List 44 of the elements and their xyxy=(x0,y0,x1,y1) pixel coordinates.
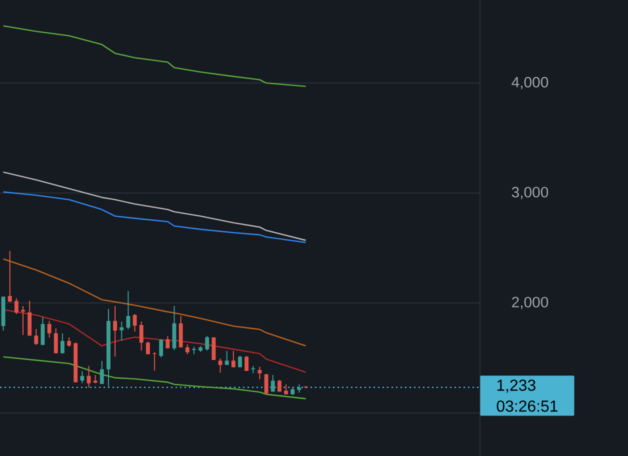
candlestick xyxy=(251,365,256,374)
candlestick xyxy=(60,332,64,354)
candlestick xyxy=(185,344,190,355)
candlestick xyxy=(54,328,58,354)
candlestick xyxy=(146,341,150,355)
candlestick xyxy=(159,338,164,358)
candlestick xyxy=(192,346,196,355)
candlestick xyxy=(132,314,137,332)
candlestick xyxy=(218,358,222,374)
candlestick xyxy=(21,305,25,336)
candlestick xyxy=(212,336,216,360)
y-tick-label: 2,000 xyxy=(512,296,548,310)
candlestick xyxy=(205,336,210,352)
candlestick xyxy=(178,315,183,348)
candlestick xyxy=(80,370,84,384)
ref-line-label: 1,233 xyxy=(497,380,536,393)
candlestick xyxy=(47,320,52,338)
candlestick xyxy=(113,305,118,358)
candlestick xyxy=(231,350,236,368)
text: 03:26:51 xyxy=(496,400,558,412)
candlestick xyxy=(284,384,288,395)
candlestick xyxy=(8,250,12,302)
candlestick xyxy=(34,328,38,346)
candlestick xyxy=(14,298,18,315)
candlestick xyxy=(28,300,32,336)
line-series xyxy=(2,191,306,244)
line-series xyxy=(2,356,306,400)
candlestick xyxy=(224,350,229,366)
candlestick xyxy=(166,336,170,349)
candlestick xyxy=(264,373,268,396)
y-tick-label: 3,000 xyxy=(512,186,548,200)
line-series xyxy=(2,25,306,87)
y-tick-label: 4,000 xyxy=(512,76,548,90)
candlestick xyxy=(120,321,124,342)
candlestick xyxy=(258,366,262,380)
candlestick xyxy=(126,290,130,330)
candlestick xyxy=(244,355,249,372)
candlestick xyxy=(139,321,144,352)
candlestick xyxy=(67,336,72,348)
line-series xyxy=(2,171,306,241)
candlestick xyxy=(86,365,91,388)
candlestick xyxy=(270,374,275,392)
line-series xyxy=(2,258,306,347)
candlestick xyxy=(100,360,104,384)
